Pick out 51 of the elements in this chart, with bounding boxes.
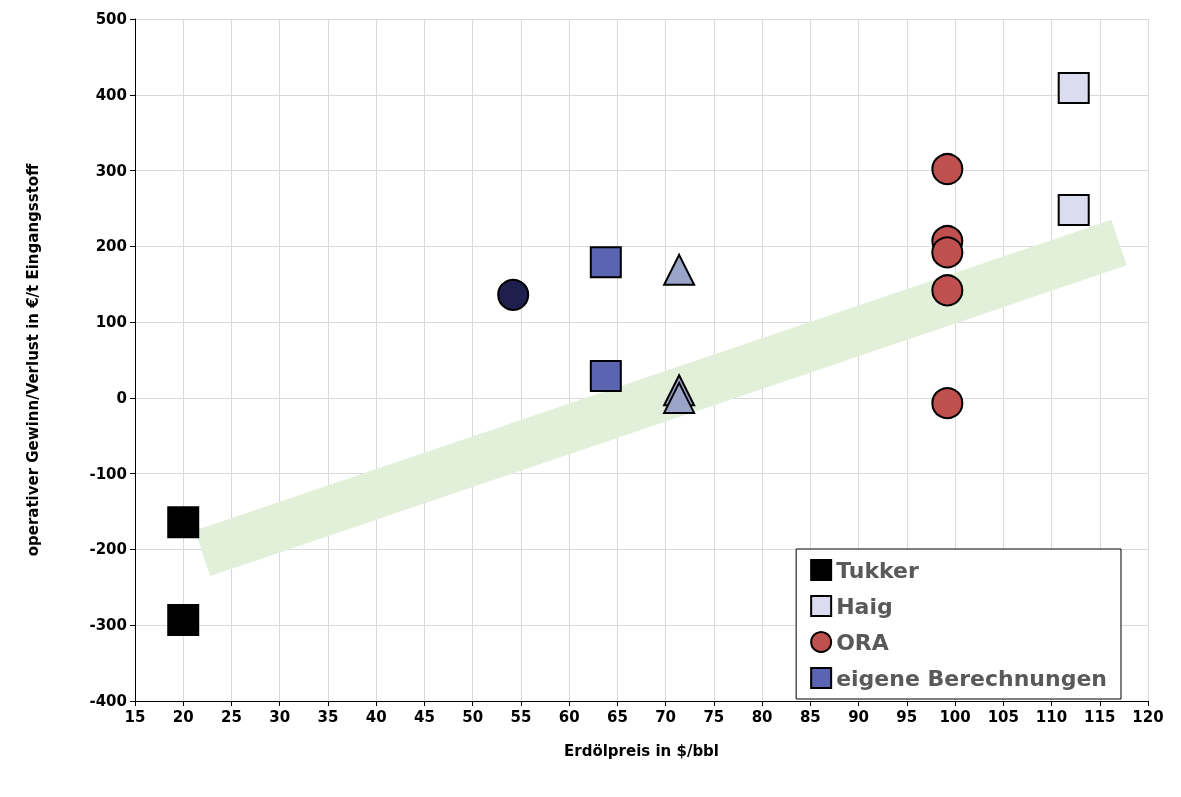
y-tick-label: -300 [89,616,127,635]
point [663,381,696,414]
y-tick-label: 500 [95,10,127,28]
x-tick-label: 115 [1084,707,1116,726]
x-tick-label: 55 [510,707,532,726]
legend-label: Tukker [836,557,919,583]
y-tick-label: 200 [95,237,127,256]
y-tick-label: 400 [95,85,127,104]
legend-label: eigene Berechnungen [836,665,1108,691]
x-tick-label: 20 [172,707,194,726]
legend-label: ORA [836,629,889,655]
y-tick-label: 0 [116,388,127,407]
x-tick-label: 25 [221,707,242,726]
point [931,274,964,307]
x-axis-title: Erdölpreis in $/bbl [563,741,720,760]
x-tick-label: 40 [365,707,387,726]
x-tick-label: 70 [655,707,677,726]
x-tick-label: 30 [269,707,291,726]
x-tick-label: 95 [896,707,918,726]
point [931,387,964,420]
x-tick-label: 80 [751,707,773,726]
y-tick-label: 100 [95,313,127,332]
x-tick-label: 65 [606,707,628,726]
x-tick-label: 75 [703,707,725,726]
y-tick-label: -100 [89,464,127,483]
x-tick-label: 110 [1035,707,1068,726]
x-tick-label: 15 [124,707,146,726]
x-tick-label: 45 [413,707,435,726]
x-tick-label: 120 [1132,707,1164,726]
point [931,153,964,186]
legend-label: Haig [836,593,893,619]
y-tick-label: -400 [89,692,127,710]
point [931,236,964,269]
y-axis-title: operativer Gewinn/Verlust in €/t Eingangsstoff [23,162,42,557]
x-tick-label: 35 [317,707,339,726]
y-tick-label: -200 [89,540,127,559]
x-tick-label: 105 [987,707,1019,726]
point [589,359,622,392]
point [589,246,622,279]
x-tick-label: 50 [462,707,484,726]
point [497,278,530,311]
x-tick-label: 90 [848,707,870,726]
y-tick-label: 300 [95,161,127,180]
point [1057,71,1090,104]
x-tick-label: 85 [799,707,821,726]
point [167,603,200,636]
x-tick-label: 60 [558,707,580,726]
point [663,253,696,286]
point [1057,193,1090,226]
x-tick-label: 100 [939,707,971,726]
point [167,506,200,539]
